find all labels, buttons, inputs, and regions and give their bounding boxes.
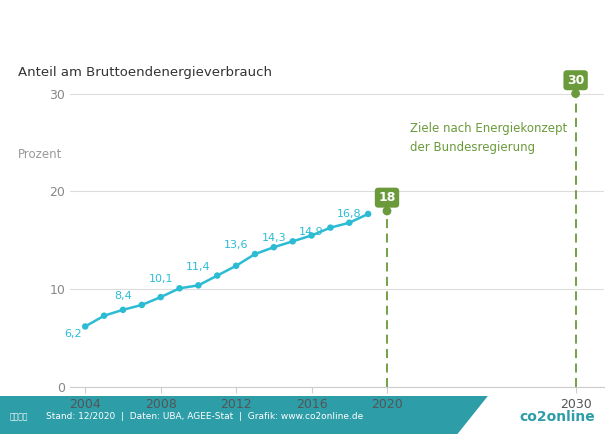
Point (345, 219, 354, 226)
Text: 6,2: 6,2 (64, 329, 82, 339)
Text: co2online: co2online (519, 410, 595, 424)
Polygon shape (0, 396, 488, 434)
Point (364, 210, 373, 217)
Point (250, 250, 260, 257)
Point (307, 232, 317, 239)
Text: Energieverbrauch und erneuerbare Energien: Energieverbrauch und erneuerbare Energie… (50, 18, 560, 37)
Point (137, 302, 146, 309)
Point (269, 244, 279, 251)
Point (571, 90, 581, 97)
Point (193, 282, 203, 289)
Text: Ziele nach Energiekonzept
der Bundesregierung: Ziele nach Energiekonzept der Bundesregi… (410, 122, 567, 154)
Point (81, 323, 90, 330)
Point (326, 224, 336, 231)
Text: 14,9: 14,9 (299, 227, 324, 237)
Point (174, 285, 184, 292)
Point (156, 294, 165, 301)
Point (382, 207, 392, 214)
Text: Stand: 12/2020  |  Daten: UBA, AGEE-Stat  |  Grafik: www.co2online.de: Stand: 12/2020 | Daten: UBA, AGEE-Stat |… (46, 412, 363, 421)
Text: 8,4: 8,4 (114, 291, 132, 301)
Point (288, 238, 298, 245)
Point (99, 312, 109, 319)
Text: 16,8: 16,8 (337, 209, 362, 219)
Point (231, 262, 241, 269)
Text: 11,4: 11,4 (186, 262, 210, 272)
Text: 10,1: 10,1 (148, 274, 173, 284)
Text: ⒸⒸⒸⒸ: ⒸⒸⒸⒸ (9, 412, 27, 421)
Text: 18: 18 (378, 191, 396, 204)
Text: 14,3: 14,3 (262, 233, 286, 243)
Text: 30: 30 (567, 74, 584, 87)
Text: 13,6: 13,6 (224, 240, 248, 250)
Point (212, 272, 222, 279)
Text: Anteil am Bruttoendenergieverbrauch: Anteil am Bruttoendenergieverbrauch (18, 66, 272, 79)
Point (118, 306, 128, 313)
Text: Prozent: Prozent (18, 148, 63, 161)
